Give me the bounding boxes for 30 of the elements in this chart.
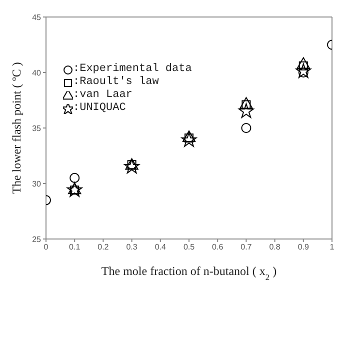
x-tick-label: 0.5 (183, 242, 196, 252)
y-tick-label: 45 (32, 12, 42, 22)
point (181, 132, 197, 147)
y-tick-label: 35 (32, 124, 42, 133)
y-tick-label: 30 (32, 179, 42, 188)
y-tick-label: 40 (32, 68, 42, 78)
x-tick-label: 0.7 (240, 242, 252, 252)
point (238, 103, 254, 118)
x-tick-label: 0.9 (298, 242, 310, 252)
x-tick-label: 0.6 (212, 242, 224, 252)
x-tick-label: 0.4 (154, 242, 167, 252)
legend-label: :Raoult's law (73, 76, 159, 89)
x-tick-label: 0.8 (269, 242, 281, 252)
x-tick-label: 0 (44, 242, 49, 252)
legend-label: :van Laar (73, 89, 132, 102)
x-tick-label: 0.3 (126, 242, 138, 252)
x-tick-label: 1 (330, 242, 335, 252)
y-axis-title: The lower flash point ( ºC ) (9, 62, 24, 194)
point (70, 172, 80, 183)
y-tick-label: 25 (32, 234, 42, 244)
point (241, 122, 252, 134)
legend-label: :UNIQUAC (73, 102, 126, 115)
point (240, 97, 253, 109)
point (296, 63, 312, 78)
x-tick-label: 0.2 (98, 242, 110, 252)
point (124, 158, 140, 174)
x-tick-label: 0.1 (69, 242, 81, 252)
x-axis-title: The mole fraction of n-butanol ( x$_{2}$ ) (101, 264, 277, 282)
legend-label: :Experimental data (73, 63, 192, 76)
point (296, 57, 310, 69)
